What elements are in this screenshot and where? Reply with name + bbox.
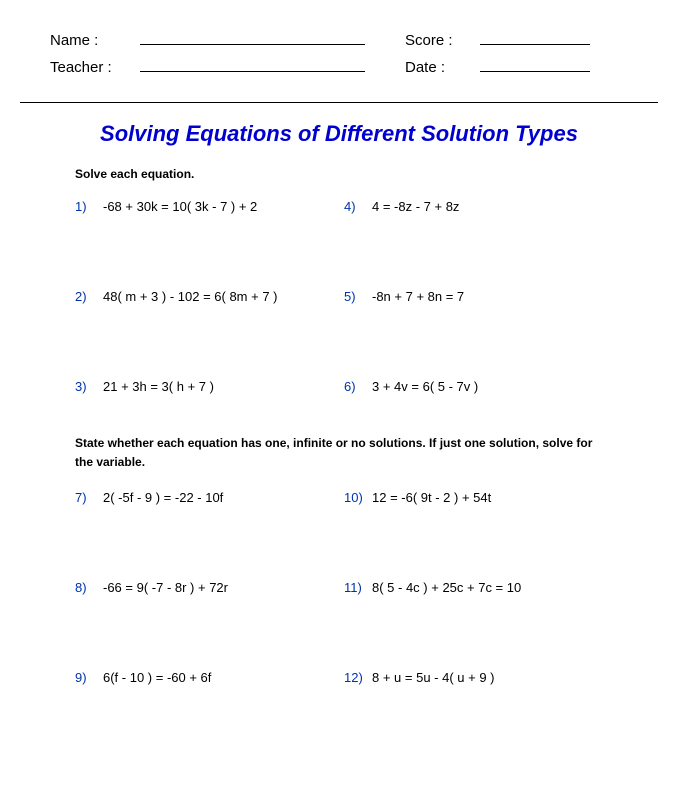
problem-11: 11) 8( 5 - 4c ) + 25c + 7c = 10 xyxy=(344,580,603,595)
problem-eq: -8n + 7 + 8n = 7 xyxy=(372,289,464,304)
problem-num: 8) xyxy=(75,580,103,595)
teacher-label: Teacher : xyxy=(50,59,140,76)
problem-num: 3) xyxy=(75,379,103,394)
problem-num: 9) xyxy=(75,670,103,685)
problem-num: 4) xyxy=(344,199,372,214)
problem-12: 12) 8 + u = 5u - 4( u + 9 ) xyxy=(344,670,603,685)
problem-eq: 48( m + 3 ) - 102 = 6( 8m + 7 ) xyxy=(103,289,278,304)
problem-eq: 6(f - 10 ) = -60 + 6f xyxy=(103,670,211,685)
problem-9: 9) 6(f - 10 ) = -60 + 6f xyxy=(75,670,334,685)
problem-num: 10) xyxy=(344,490,372,505)
problem-eq: 2( -5f - 9 ) = -22 - 10f xyxy=(103,490,223,505)
problem-eq: 3 + 4v = 6( 5 - 7v ) xyxy=(372,379,478,394)
teacher-line xyxy=(140,57,365,72)
section1-right-col: 4) 4 = -8z - 7 + 8z 5) -8n + 7 + 8n = 7 … xyxy=(344,199,603,394)
header-section: Name : Score : Teacher : Date : xyxy=(20,30,658,94)
header-row-2: Teacher : Date : xyxy=(50,57,628,76)
section1-left-col: 1) -68 + 30k = 10( 3k - 7 ) + 2 2) 48( m… xyxy=(75,199,334,394)
name-label: Name : xyxy=(50,32,140,49)
worksheet-title: Solving Equations of Different Solution … xyxy=(20,121,658,147)
problem-num: 6) xyxy=(344,379,372,394)
problem-eq: -68 + 30k = 10( 3k - 7 ) + 2 xyxy=(103,199,257,214)
section1-instruction: Solve each equation. xyxy=(75,167,603,181)
problem-4: 4) 4 = -8z - 7 + 8z xyxy=(344,199,603,214)
section2-grid: 7) 2( -5f - 9 ) = -22 - 10f 8) -66 = 9( … xyxy=(75,490,603,685)
problem-num: 11) xyxy=(344,580,372,595)
date-label: Date : xyxy=(405,59,480,76)
problem-num: 5) xyxy=(344,289,372,304)
problem-num: 1) xyxy=(75,199,103,214)
name-line xyxy=(140,30,365,45)
problem-num: 2) xyxy=(75,289,103,304)
section2-right-col: 10) 12 = -6( 9t - 2 ) + 54t 11) 8( 5 - 4… xyxy=(344,490,603,685)
problem-3: 3) 21 + 3h = 3( h + 7 ) xyxy=(75,379,334,394)
problem-eq: 8 + u = 5u - 4( u + 9 ) xyxy=(372,670,495,685)
problem-8: 8) -66 = 9( -7 - 8r ) + 72r xyxy=(75,580,334,595)
problem-eq: 21 + 3h = 3( h + 7 ) xyxy=(103,379,214,394)
problem-6: 6) 3 + 4v = 6( 5 - 7v ) xyxy=(344,379,603,394)
section2-left-col: 7) 2( -5f - 9 ) = -22 - 10f 8) -66 = 9( … xyxy=(75,490,334,685)
problem-eq: 12 = -6( 9t - 2 ) + 54t xyxy=(372,490,491,505)
header-row-1: Name : Score : xyxy=(50,30,628,49)
problem-1: 1) -68 + 30k = 10( 3k - 7 ) + 2 xyxy=(75,199,334,214)
problem-eq: 8( 5 - 4c ) + 25c + 7c = 10 xyxy=(372,580,521,595)
problem-num: 7) xyxy=(75,490,103,505)
score-line xyxy=(480,30,590,45)
problem-7: 7) 2( -5f - 9 ) = -22 - 10f xyxy=(75,490,334,505)
section2: State whether each equation has one, inf… xyxy=(75,434,603,685)
problem-2: 2) 48( m + 3 ) - 102 = 6( 8m + 7 ) xyxy=(75,289,334,304)
problem-5: 5) -8n + 7 + 8n = 7 xyxy=(344,289,603,304)
score-label: Score : xyxy=(405,32,480,49)
problem-num: 12) xyxy=(344,670,372,685)
content-area: Solve each equation. 1) -68 + 30k = 10( … xyxy=(20,167,658,685)
section2-instruction: State whether each equation has one, inf… xyxy=(75,434,603,472)
problem-eq: -66 = 9( -7 - 8r ) + 72r xyxy=(103,580,228,595)
problem-10: 10) 12 = -6( 9t - 2 ) + 54t xyxy=(344,490,603,505)
header-divider xyxy=(20,102,658,103)
problem-eq: 4 = -8z - 7 + 8z xyxy=(372,199,459,214)
section1-grid: 1) -68 + 30k = 10( 3k - 7 ) + 2 2) 48( m… xyxy=(75,199,603,394)
date-line xyxy=(480,57,590,72)
